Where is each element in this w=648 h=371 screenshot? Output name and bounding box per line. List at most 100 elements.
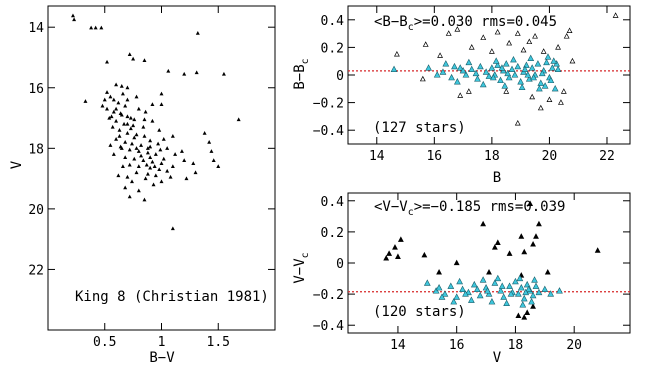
v-residual-used-point — [529, 291, 537, 299]
cmd-star-point — [114, 137, 119, 141]
cmd-star-point — [111, 97, 116, 102]
b-residual-used-point — [518, 83, 526, 90]
cmd-star-point — [114, 118, 119, 123]
b-residual-used-point — [442, 60, 450, 67]
v-residual-annotation-rest: >=−0.185 rms=0.039 — [414, 199, 566, 215]
v-residual-annotation: <V−Vc>=−0.185 rms=0.039 — [374, 199, 565, 218]
v-residual-rejected-point — [383, 254, 390, 261]
b-residual-used-point — [468, 65, 476, 73]
cmd-star-point — [159, 91, 164, 96]
cmd-star-point — [127, 52, 132, 56]
b-residual-y-axis-label: B−Bc — [292, 58, 311, 89]
v-residual-annotation-main: <V−V — [374, 199, 408, 215]
b-residual-used-point — [527, 54, 535, 61]
v-residual-y-tick-label: 0.2 — [321, 226, 344, 241]
v-residual-used-point — [494, 274, 502, 282]
b-residual-rejected-point — [393, 50, 400, 57]
b-residual-used-point — [511, 71, 519, 78]
cmd-star-point — [131, 123, 136, 128]
v-residual-used-point — [531, 276, 538, 283]
cmd-star-point — [216, 164, 221, 169]
v-residual-used-point — [441, 290, 449, 297]
cmd-star-point — [131, 56, 136, 61]
v-residual-y-tick-label: −0.2 — [313, 288, 344, 303]
cmd-star-point — [108, 143, 113, 147]
cmd-star-point — [125, 97, 130, 102]
cmd-star-point — [114, 82, 119, 87]
b-residual-used-point — [465, 58, 473, 66]
v-residual-rejected-point — [421, 251, 428, 258]
b-residual-rejected-point — [563, 33, 570, 39]
v-residual-x-tick-label: 16 — [449, 338, 465, 353]
b-residual-used-point — [543, 58, 550, 66]
b-residual-used-point — [425, 64, 432, 71]
cmd-star-point — [89, 25, 94, 30]
b-residual-rejected-point — [520, 46, 527, 53]
b-residual-rejected-point — [529, 93, 536, 100]
b-residual-used-point — [456, 64, 464, 71]
cmd-star-point — [152, 164, 157, 169]
v-residual-used-point — [488, 298, 496, 305]
v-residual-rejected-point — [491, 244, 498, 250]
b-residual-used-point — [517, 78, 525, 85]
cmd-star-point — [120, 91, 125, 96]
cmd-star-point — [134, 132, 139, 137]
v-residual-used-point — [497, 287, 505, 294]
cmd-star-point — [125, 174, 130, 179]
cmd-star-point — [134, 170, 139, 175]
b-residual-used-point — [489, 73, 497, 81]
b-residual-rejected-point — [546, 96, 553, 103]
cmd-ticks: 0.5 1 1.5 14 16 18 20 22 — [28, 6, 275, 350]
v-residual-panel: 14 16 18 20−0.4−0.200.20.4 <V−Vc>=−0.185 rm… — [292, 192, 631, 366]
v-residual-rejected-point — [386, 250, 393, 256]
cmd-y-tick-label: 20 — [28, 203, 44, 218]
v-residual-rejected-point — [533, 233, 539, 239]
v-residual-rejected-point — [436, 268, 442, 275]
v-residual-used-point — [547, 290, 555, 297]
b-residual-rejected-point — [422, 41, 429, 47]
b-residual-used-point — [472, 69, 480, 77]
v-residual-x-tick-label: 20 — [566, 338, 582, 353]
v-residual-used-point — [470, 280, 478, 288]
cmd-star-point — [207, 140, 212, 144]
b-residual-used-point — [547, 76, 555, 84]
cmd-star-point — [111, 152, 116, 156]
v-residual-rejected-point — [594, 247, 601, 253]
b-residual-rejected-point — [494, 28, 501, 35]
b-residual-panel: 14 16 18 20 22−0.4−0.200.20.4 <B−Bc>=0.030 r… — [292, 5, 631, 186]
cmd-x-tick-label: 0.5 — [93, 335, 116, 350]
cmd-star-point — [182, 158, 187, 162]
cmd-star-point — [120, 164, 125, 169]
b-residual-used-point — [550, 57, 558, 64]
v-residual-rejected-point — [530, 240, 536, 247]
b-residual-used-point — [537, 79, 545, 86]
b-residual-rejected-point — [465, 88, 472, 94]
v-residual-used-point — [519, 301, 527, 308]
cmd-star-point — [102, 97, 107, 102]
cmd-panel: 0.5 1 1.5 14 16 18 20 22 King 8 (Christian 1981… — [9, 5, 276, 366]
cmd-y-tick-label: 16 — [28, 82, 44, 97]
cmd-star-point — [145, 150, 150, 155]
v-residual-x-tick-label: 14 — [390, 338, 406, 353]
b-residual-rejected-point — [457, 92, 464, 98]
b-residual-y-tick-label: 0.2 — [321, 41, 344, 56]
cmd-star-point — [148, 155, 153, 159]
cmd-star-point — [134, 94, 139, 99]
cmd-star-point — [123, 103, 128, 108]
b-residual-rejected-point — [454, 26, 461, 32]
cmd-star-point — [150, 159, 155, 164]
cmd-star-point — [116, 100, 121, 105]
b-residual-rejected-point — [612, 12, 619, 18]
cmd-star-point — [141, 158, 146, 162]
cmd-star-point — [156, 141, 161, 146]
v-residual-rejected-point — [480, 220, 487, 227]
cmd-star-point — [193, 170, 198, 175]
cmd-star-point — [161, 137, 166, 141]
b-residual-y-tick-label: 0 — [336, 69, 344, 84]
v-residual-annotation-subscript: c — [408, 207, 414, 218]
cmd-star-point — [127, 147, 132, 152]
v-residual-used-point — [473, 285, 481, 292]
cmd-star-point — [111, 109, 116, 114]
cmd-x-tick-label: 1 — [158, 335, 166, 350]
v-residual-star-count: (120 stars) — [373, 304, 466, 320]
